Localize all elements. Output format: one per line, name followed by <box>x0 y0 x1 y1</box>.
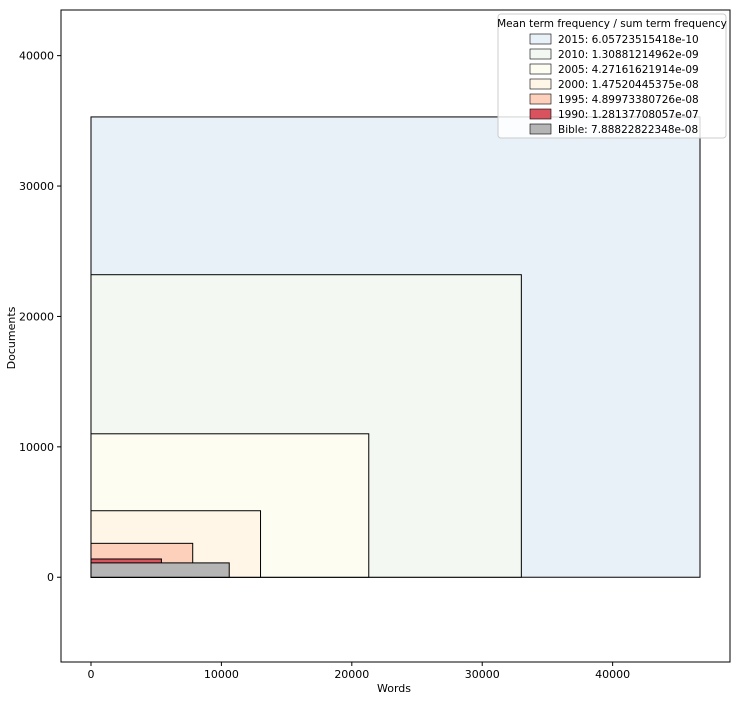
legend-swatch-2000 <box>529 78 552 90</box>
legend-label-2015: 2015: 6.05723515418e-10 <box>558 34 699 46</box>
x-axis-ticks: 0 10000 20000 30000 40000 <box>87 662 630 681</box>
legend-label-2005: 2005: 4.27161621914e-09 <box>558 64 699 76</box>
x-tick-label: 20000 <box>334 668 369 681</box>
x-axis-label: Words <box>377 682 411 695</box>
data-rectangles <box>90 116 701 578</box>
y-tick-label: 40000 <box>19 50 54 63</box>
y-axis-ticks: 0 10000 20000 30000 40000 <box>19 50 61 584</box>
legend-swatch-bible <box>529 123 552 135</box>
x-tick-label: 10000 <box>204 668 239 681</box>
legend: Mean term frequency / sum term frequency… <box>497 13 727 139</box>
legend-label-1995: 1995: 4.89973380726e-08 <box>558 94 699 106</box>
x-tick-label: 40000 <box>595 668 630 681</box>
plot-frame <box>60 9 731 663</box>
x-tick-label: 0 <box>87 668 94 681</box>
legend-label-2000: 2000: 1.47520445375e-08 <box>558 79 699 91</box>
y-tick-label: 30000 <box>19 180 54 193</box>
legend-swatch-1995 <box>529 93 552 105</box>
legend-swatch-1990 <box>529 108 552 120</box>
legend-items: 2015: 6.05723515418e-10 2010: 1.308812149… <box>529 33 699 136</box>
x-tick-label: 30000 <box>465 668 500 681</box>
y-tick-label: 10000 <box>19 441 54 454</box>
legend-label-1990: 1990: 1.28137708057e-07 <box>558 109 699 121</box>
rect-bible <box>90 562 230 578</box>
legend-label-2010: 2010: 1.30881214962e-09 <box>558 49 699 61</box>
legend-swatch-2005 <box>529 63 552 75</box>
legend-title: Mean term frequency / sum term frequency <box>497 18 727 30</box>
legend-box <box>497 13 727 139</box>
legend-swatch-2015 <box>529 33 552 45</box>
legend-swatch-2010 <box>529 48 552 60</box>
y-tick-label: 0 <box>47 571 54 584</box>
legend-label-bible: Bible: 7.88822822348e-08 <box>558 124 698 136</box>
y-tick-label: 20000 <box>19 310 54 323</box>
y-axis-label: Documents <box>5 306 18 369</box>
